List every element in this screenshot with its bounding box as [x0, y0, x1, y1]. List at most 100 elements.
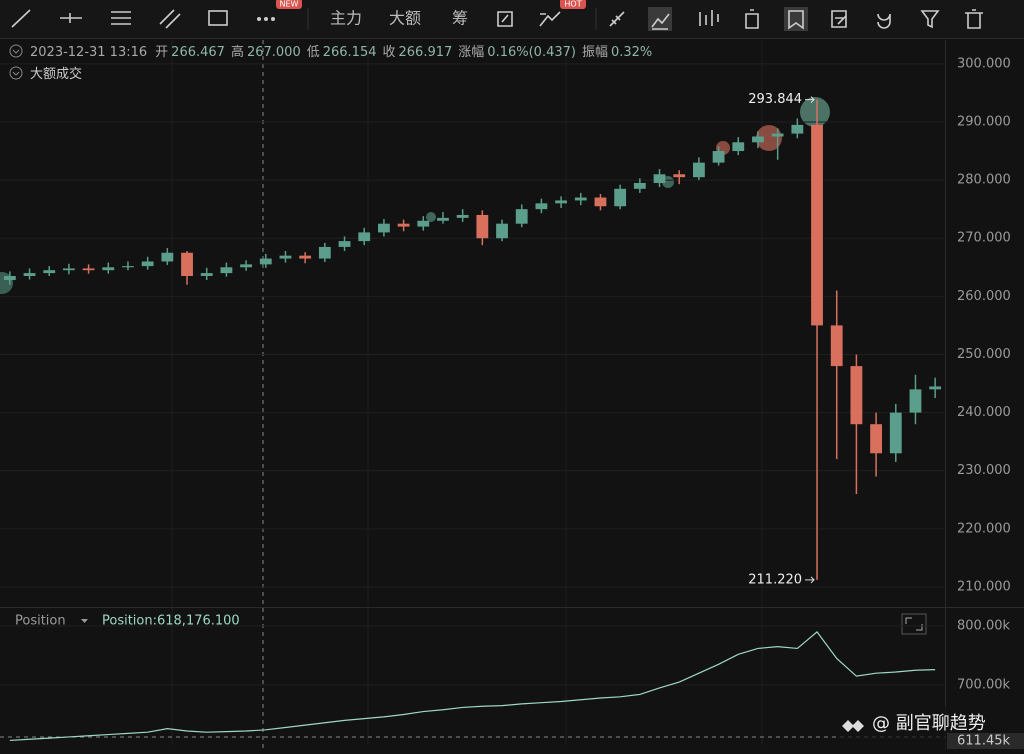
info-bar: 2023-12-31 13:16 开 266.467 高 267.000 低 266.154… — [8, 42, 658, 86]
y-tick-label: 240.000 — [957, 405, 1011, 420]
info-value: 266.154 — [322, 45, 377, 60]
candle-body — [63, 268, 75, 271]
edit-tool[interactable] — [831, 10, 847, 28]
y-tick-label: 280.000 — [957, 173, 1011, 188]
toolbar-item[interactable]: 筹 — [452, 9, 468, 28]
y-tick-label: 210.000 — [957, 579, 1011, 594]
hot-badge — [560, 0, 586, 9]
expand-button[interactable] — [901, 613, 927, 635]
more-tool[interactable] — [257, 17, 275, 21]
candle-body — [200, 273, 213, 276]
legend-dropdown — [81, 619, 88, 623]
candle-body — [752, 136, 764, 143]
legend-name: Position — [15, 614, 66, 629]
candle-body — [299, 255, 312, 259]
active-tool-bg — [648, 7, 672, 31]
current-value-box — [947, 733, 1024, 749]
candle-body — [181, 252, 193, 276]
y-tick-label: 270.000 — [957, 231, 1011, 246]
watermark: @ 副官聊趋势 — [872, 713, 986, 734]
info-label: 振幅 — [581, 45, 608, 60]
draw-tool[interactable] — [651, 13, 670, 30]
info-label: 涨幅 — [458, 45, 485, 60]
signal-tool[interactable] — [539, 11, 561, 27]
extreme-label: 293.844 — [748, 92, 802, 107]
lock-tool[interactable] — [745, 9, 759, 29]
y-tick-label: 700.00k — [957, 677, 1010, 692]
position-line — [9, 631, 936, 742]
candle-body — [712, 151, 725, 163]
extreme-arrowhead — [810, 96, 815, 103]
ruler-tool[interactable] — [609, 11, 625, 27]
candle-body — [535, 203, 548, 210]
info-value: 266.917 — [398, 45, 453, 60]
candle-body — [220, 267, 233, 274]
candle-body — [929, 386, 942, 390]
candle-body — [653, 174, 666, 183]
info-value: 0.16%(0.437) — [487, 45, 576, 60]
toolbar-item[interactable]: 主力 — [330, 9, 362, 28]
candle-body — [791, 124, 804, 134]
calc-tool[interactable] — [497, 11, 513, 27]
candle-body — [397, 223, 410, 227]
candle-body — [43, 270, 56, 274]
badge-text: NEW — [280, 0, 299, 9]
expand-icon — [905, 617, 923, 631]
candle-body — [614, 188, 627, 207]
candle-body — [476, 214, 489, 239]
candle-body — [318, 246, 331, 259]
vertical-grid — [171, 40, 763, 745]
delete-tool[interactable] — [965, 9, 983, 29]
rect-tool[interactable] — [208, 10, 228, 26]
candle-body — [870, 424, 882, 454]
channel-tool[interactable] — [159, 9, 181, 29]
new-badge — [276, 0, 302, 9]
info-time: 2023-12-31 13:16 — [30, 45, 148, 60]
info-label: 开 — [155, 45, 169, 60]
candle-body — [417, 220, 430, 227]
info-label: 收 — [382, 45, 396, 60]
parallel-tool[interactable] — [111, 11, 131, 25]
candle-body — [673, 174, 686, 178]
candle-body — [594, 197, 607, 207]
candle-body — [259, 258, 272, 265]
candle-body — [732, 142, 745, 152]
watermark-logo — [842, 720, 864, 732]
candle-body — [496, 223, 508, 239]
y-tick-label: 800.00k — [957, 618, 1010, 633]
candle-tool[interactable] — [699, 10, 719, 26]
collapse-icon[interactable] — [8, 66, 24, 80]
candle-body — [141, 261, 154, 267]
extreme-arrowhead — [810, 576, 815, 584]
candle-body — [437, 217, 449, 221]
candle-body — [830, 325, 843, 367]
toolbar-icons — [11, 0, 983, 31]
extreme-label: 211.220 — [748, 572, 802, 587]
info-label: 低 — [306, 45, 320, 60]
candle-body — [338, 241, 351, 247]
legend-item: 大额成交 — [30, 67, 83, 82]
candle-body — [633, 182, 646, 189]
candle-body — [515, 209, 528, 224]
candle-body — [693, 162, 705, 178]
candle-body — [358, 232, 371, 242]
info-row: 2023-12-31 13:16 开 266.467 高 267.000 低 266.154… — [8, 42, 658, 64]
candle-body — [811, 124, 823, 326]
y-tick-label: 220.000 — [957, 521, 1011, 536]
collapse-icon[interactable] — [8, 44, 24, 58]
bookmark-tool[interactable] — [788, 10, 804, 30]
candle-body — [771, 133, 784, 137]
candle-body — [122, 266, 134, 268]
toolbar-item[interactable]: 大额 — [389, 9, 421, 28]
candle-body — [82, 268, 95, 271]
filter-tool[interactable] — [920, 10, 940, 29]
candle-body — [378, 223, 390, 233]
current-value-label: 611.45k — [957, 734, 1010, 749]
candle-body — [555, 200, 567, 204]
line-tool[interactable] — [11, 9, 31, 28]
candle-body — [240, 264, 252, 268]
magnet-tool[interactable] — [877, 13, 891, 29]
candle-body — [889, 412, 902, 454]
candle-body — [23, 273, 36, 276]
